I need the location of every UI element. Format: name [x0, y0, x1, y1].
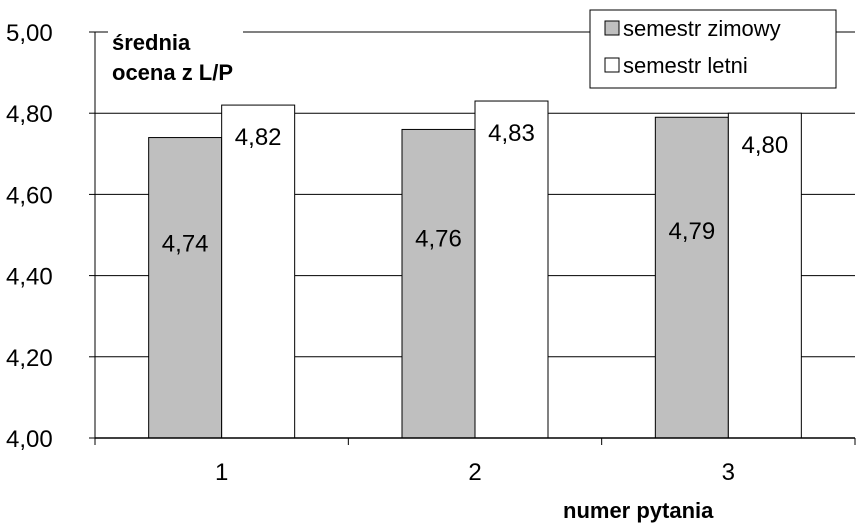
x-tick-label: 3: [722, 459, 735, 486]
bar: [401, 128, 476, 439]
bars: [148, 100, 802, 439]
y-tick-label: 4,20: [6, 345, 53, 372]
y-tick-label: 4,40: [6, 264, 53, 291]
bar: [727, 112, 802, 439]
legend-swatch-summer: [604, 57, 620, 73]
y-tick-label: 4,00: [6, 426, 53, 453]
bar: [221, 104, 296, 439]
legend-swatch-winter: [604, 20, 620, 36]
y-axis-title-line1: średnia: [112, 30, 191, 55]
y-axis-title-background: [108, 26, 243, 86]
labels: 4,00 4,20 4,40 4,60 4,80 5,00 4,74 4,82 1 4,76 4,8…: [6, 20, 788, 486]
x-tick-label: 1: [215, 459, 228, 486]
bar: [148, 137, 223, 439]
data-label: 4,82: [235, 124, 282, 151]
legend-label-winter: semestr zimowy: [623, 16, 781, 41]
axes: [89, 31, 856, 445]
data-label: 4,83: [488, 120, 535, 147]
x-tick-label: 2: [468, 459, 481, 486]
y-tick-label: 4,60: [6, 182, 53, 209]
y-tick-label: 5,00: [6, 20, 53, 47]
legend-box: [589, 9, 837, 89]
legend-label-summer: semestr letni: [623, 53, 748, 78]
y-tick-label: 4,80: [6, 101, 53, 128]
legend: semestr zimowy semestr letni: [589, 9, 837, 89]
data-label: 4,76: [415, 226, 462, 253]
data-label: 4,74: [162, 231, 209, 258]
bar: [654, 116, 729, 439]
bar: [474, 100, 549, 439]
data-label: 4,79: [668, 218, 715, 245]
y-axis-title-line2: ocena z L/P: [112, 60, 233, 85]
x-axis-title: numer pytania: [563, 498, 714, 523]
data-label: 4,80: [741, 132, 788, 159]
